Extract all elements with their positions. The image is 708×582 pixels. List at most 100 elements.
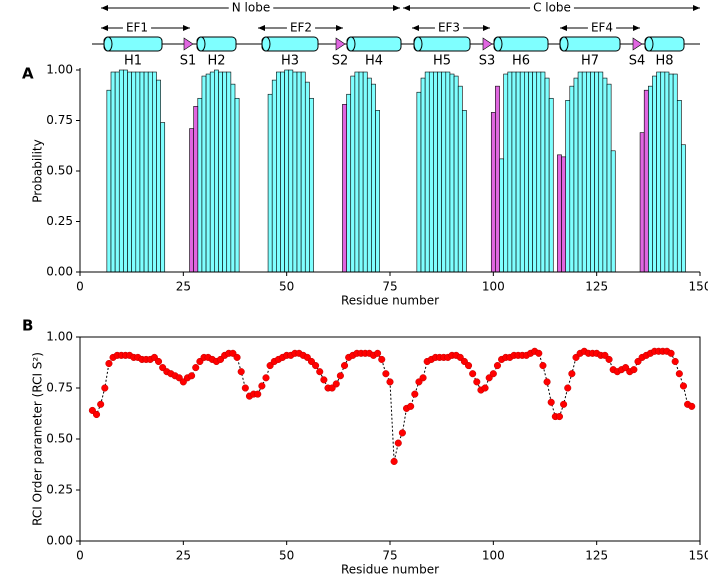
bar (524, 71, 529, 273)
data-point (332, 380, 340, 388)
bar (342, 104, 347, 273)
bar (581, 71, 587, 273)
bar (610, 150, 616, 273)
panel-label: B (22, 317, 33, 335)
range-label: EF3 (438, 21, 460, 35)
data-point (679, 382, 688, 390)
bar (362, 71, 368, 273)
x-tick-label: 50 (279, 549, 294, 563)
y-tick-label: 0.75 (46, 381, 73, 395)
bar (288, 69, 294, 273)
data-point (382, 370, 390, 378)
data-point (386, 378, 394, 386)
bar (676, 100, 682, 273)
bar (209, 71, 215, 273)
data-point (671, 357, 679, 366)
data-point (105, 359, 113, 368)
bar (606, 83, 612, 273)
x-tick-label: 0 (76, 549, 84, 563)
bar (428, 71, 434, 273)
bar (668, 73, 674, 273)
helix-cap (346, 36, 356, 52)
bar (648, 85, 653, 273)
bar (569, 85, 575, 273)
plot-frame (79, 336, 701, 542)
bar (437, 71, 442, 273)
bar (110, 71, 116, 273)
bar (424, 71, 430, 273)
bar (218, 71, 223, 273)
bar (681, 144, 686, 273)
bar (371, 83, 376, 273)
strand-label: S3 (479, 54, 496, 69)
data-point (398, 429, 406, 437)
x-tick-label: 25 (176, 280, 191, 294)
bar (652, 75, 657, 273)
bar (222, 71, 228, 273)
bar (197, 97, 203, 273)
bar (189, 128, 194, 273)
y-tick-label: 0.00 (46, 534, 73, 548)
bar (557, 154, 562, 273)
helix-cap (493, 36, 503, 52)
data-point (394, 439, 402, 447)
bar (511, 71, 517, 273)
bar (296, 71, 302, 273)
bar (449, 73, 455, 273)
strand-label: S4 (629, 54, 646, 69)
y-tick-label: 0.25 (46, 483, 73, 497)
helix-label: H1 (124, 54, 142, 69)
data-point (241, 384, 249, 392)
strand-label: S1 (180, 54, 197, 69)
bar (309, 97, 314, 273)
bar (565, 100, 571, 273)
bar (201, 75, 207, 273)
bar (416, 91, 422, 273)
bar (664, 71, 670, 273)
bar (127, 71, 132, 273)
axes (79, 68, 700, 273)
data-point (233, 353, 241, 361)
bar (147, 71, 153, 273)
range-label: C lobe (533, 1, 571, 15)
bar (441, 71, 447, 273)
bar (152, 71, 157, 273)
data-point (605, 355, 613, 363)
data-point (407, 402, 415, 410)
helix-cap (413, 36, 423, 52)
data-point (489, 370, 497, 378)
y-axis-label: Probability (31, 139, 45, 202)
bar (672, 73, 678, 273)
data-point (419, 374, 427, 382)
x-tick-label: 50 (279, 280, 294, 294)
data-point (258, 382, 266, 390)
data-point (547, 398, 555, 406)
x-tick-label: 150 (689, 549, 708, 563)
data-point (543, 378, 551, 386)
series-line (92, 350, 692, 462)
y-tick-label: 1.00 (46, 63, 73, 77)
bar (118, 69, 124, 273)
y-tick-label: 0.00 (46, 265, 73, 279)
range-label: EF2 (290, 21, 312, 35)
data-point (390, 457, 398, 465)
label-bg (587, 21, 617, 35)
helix-cap (559, 36, 569, 52)
x-axis-label: Residue number (341, 563, 439, 577)
x-tick-label: 125 (585, 549, 608, 563)
bar (656, 71, 662, 273)
bar (420, 77, 426, 273)
range-label: EF1 (126, 21, 148, 35)
x-tick-label: 100 (482, 549, 505, 563)
data-point (336, 372, 344, 380)
helix-label: H5 (433, 54, 451, 69)
bar (160, 122, 166, 273)
bar (123, 69, 128, 273)
panel-label: A (22, 65, 34, 83)
bar (276, 71, 281, 273)
data-point (568, 370, 576, 378)
x-tick-label: 150 (689, 280, 708, 294)
bar (106, 89, 112, 273)
range-label: EF4 (591, 21, 613, 35)
secondary-structure: N lobe C lobe EF1 EF2 EF3 EF4 H1 H2 H3 H4 H5 H6 H7 H8… (92, 1, 700, 69)
